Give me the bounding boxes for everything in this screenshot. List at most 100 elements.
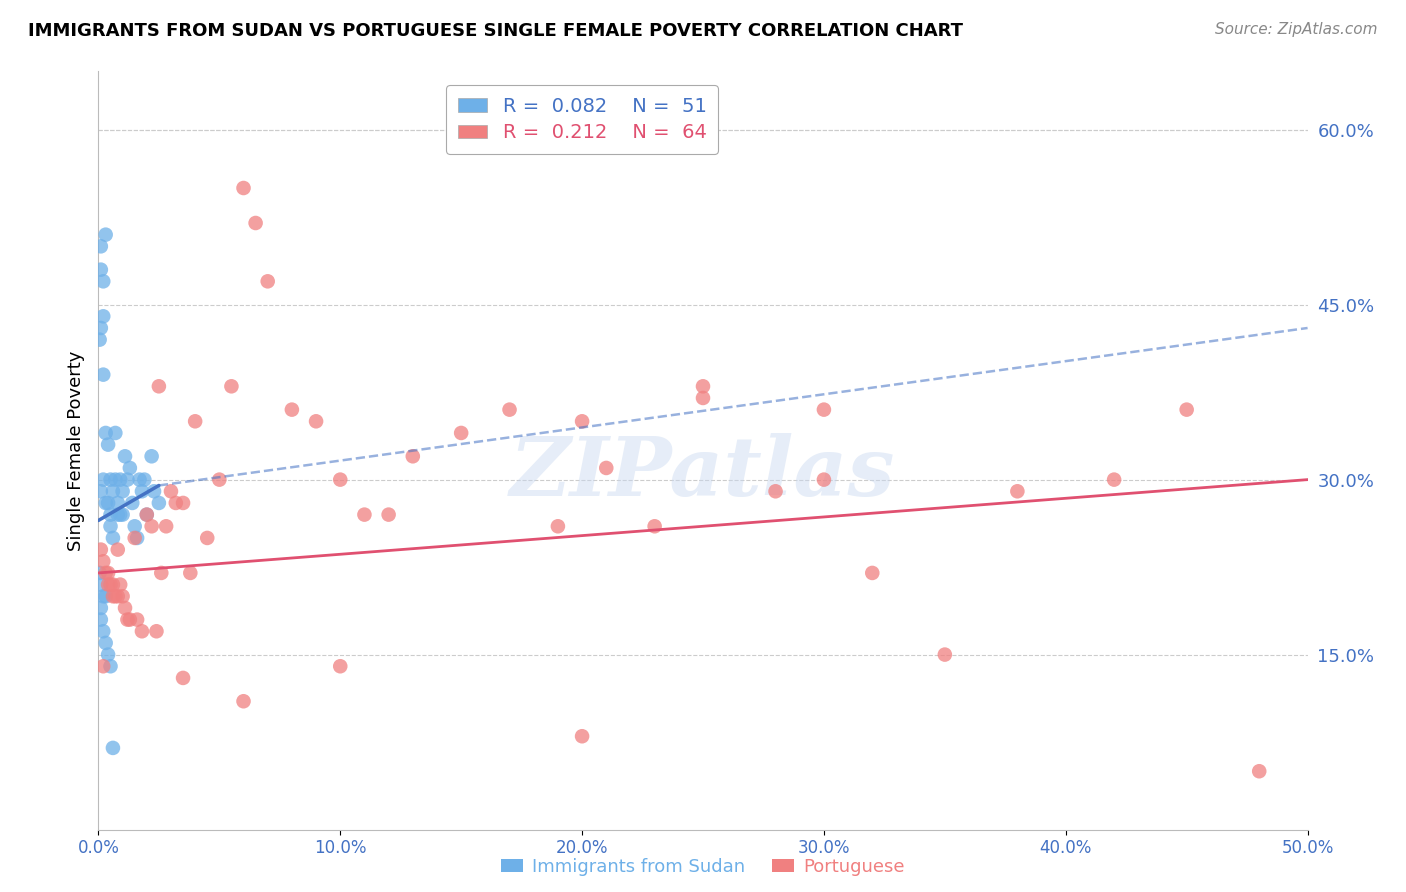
Point	[94, 636, 117, 650]
Point	[692, 379, 714, 393]
Point	[100, 519, 122, 533]
Point	[107, 542, 129, 557]
Point	[90, 262, 112, 277]
Point	[94, 425, 117, 440]
Point	[97, 437, 120, 451]
Point	[245, 216, 267, 230]
Point	[1102, 473, 1125, 487]
Point	[813, 402, 835, 417]
Point	[100, 508, 122, 522]
Point	[124, 519, 146, 533]
Point	[101, 589, 124, 603]
Point	[91, 310, 114, 324]
Point	[91, 659, 114, 673]
Point	[94, 227, 117, 242]
Point	[160, 484, 183, 499]
Point	[305, 414, 328, 428]
Point	[150, 566, 173, 580]
Point	[232, 181, 254, 195]
Point	[90, 542, 112, 557]
Point	[111, 484, 134, 499]
Point	[90, 577, 112, 591]
Point	[131, 484, 153, 499]
Point	[108, 473, 131, 487]
Point	[934, 648, 956, 662]
Point	[111, 589, 134, 603]
Point	[107, 508, 129, 522]
Point	[860, 566, 883, 580]
Point	[97, 496, 120, 510]
Point	[107, 589, 129, 603]
Text: IMMIGRANTS FROM SUDAN VS PORTUGUESE SINGLE FEMALE POVERTY CORRELATION CHART: IMMIGRANTS FROM SUDAN VS PORTUGUESE SING…	[28, 22, 963, 40]
Text: ZIPatlas: ZIPatlas	[510, 434, 896, 513]
Point	[94, 589, 117, 603]
Point	[104, 425, 127, 440]
Point	[165, 496, 187, 510]
Point	[1175, 402, 1198, 417]
Point	[104, 473, 127, 487]
Point	[91, 368, 114, 382]
Point	[692, 391, 714, 405]
Point	[131, 624, 153, 639]
Point	[91, 473, 114, 487]
Point	[117, 613, 139, 627]
Point	[101, 740, 124, 755]
Point	[118, 613, 141, 627]
Point	[91, 554, 114, 568]
Point	[498, 402, 520, 417]
Point	[571, 729, 593, 743]
Point	[94, 496, 117, 510]
Point	[89, 333, 111, 347]
Point	[281, 402, 304, 417]
Point	[155, 519, 177, 533]
Point	[1007, 484, 1029, 499]
Point	[232, 694, 254, 708]
Point	[547, 519, 569, 533]
Point	[1249, 764, 1271, 779]
Point	[94, 566, 117, 580]
Point	[172, 496, 194, 510]
Point	[127, 531, 149, 545]
Point	[90, 601, 112, 615]
Point	[104, 589, 127, 603]
Point	[134, 473, 156, 487]
Point	[571, 414, 593, 428]
Point	[221, 379, 243, 393]
Point	[195, 531, 218, 545]
Point	[329, 473, 352, 487]
Point	[90, 321, 112, 335]
Point	[91, 624, 114, 639]
Point	[111, 508, 134, 522]
Text: Source: ZipAtlas.com: Source: ZipAtlas.com	[1215, 22, 1378, 37]
Point	[101, 484, 124, 499]
Point	[148, 379, 170, 393]
Point	[100, 659, 122, 673]
Point	[118, 461, 141, 475]
Point	[108, 577, 131, 591]
Point	[256, 274, 278, 288]
Point	[101, 577, 124, 591]
Point	[121, 496, 143, 510]
Point	[108, 508, 131, 522]
Point	[114, 601, 136, 615]
Point	[135, 508, 157, 522]
Point	[90, 239, 112, 253]
Point	[91, 589, 114, 603]
Point	[143, 484, 166, 499]
Point	[100, 577, 122, 591]
Point	[184, 414, 207, 428]
Point	[97, 566, 120, 580]
Point	[644, 519, 666, 533]
Legend: Immigrants from Sudan, Portuguese: Immigrants from Sudan, Portuguese	[495, 851, 911, 883]
Point	[90, 613, 112, 627]
Point	[353, 508, 375, 522]
Point	[450, 425, 472, 440]
Point	[101, 531, 124, 545]
Point	[128, 473, 150, 487]
Y-axis label: Single Female Poverty: Single Female Poverty	[66, 351, 84, 550]
Point	[89, 566, 111, 580]
Point	[117, 473, 139, 487]
Point	[100, 473, 122, 487]
Point	[172, 671, 194, 685]
Point	[208, 473, 231, 487]
